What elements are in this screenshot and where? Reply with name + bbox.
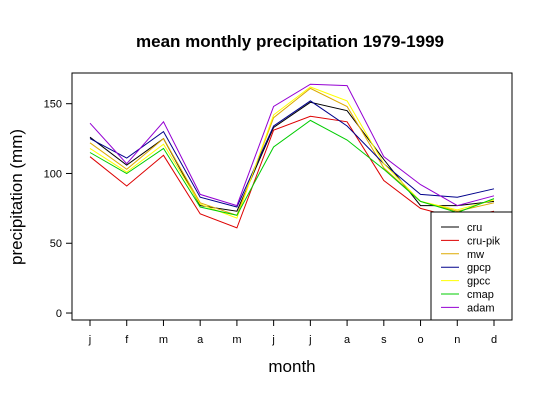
x-tick-label: s [381,334,387,346]
plot-area: j f m a m j j a s o n d 0 50 100 150 [44,83,497,346]
x-tick-label: j [308,334,311,346]
x-tick-label: o [417,334,423,346]
x-tick-label: n [454,334,460,346]
x-tick-label: j [271,334,274,346]
series-line-cru-pik [89,115,495,229]
x-tick-label: f [125,334,129,346]
x-tick-label: m [159,334,168,346]
series-line-gpcp [89,100,495,208]
legend-label-mw: mw [467,249,484,261]
x-tick-label: a [197,334,204,346]
x-tick-label: m [232,334,241,346]
series-line-gpcc [89,86,495,219]
series-line-cru [89,101,495,212]
chart-title: mean monthly precipitation 1979-1999 [136,32,444,51]
x-axis-label: month [268,357,315,376]
x-tick-label: a [344,334,351,346]
legend-label-cru: cru [467,222,482,234]
series-line-mw [89,87,495,216]
legend-box [430,211,513,321]
legend-label-adam: adam [467,302,495,314]
y-tick-label: 50 [50,238,62,250]
series-line-adam [89,83,495,207]
x-tick-label: d [491,334,497,346]
y-axis-label: precipitation (mm) [7,129,26,265]
legend-label-gpcp: gpcp [467,262,491,274]
y-tick-label: 150 [44,99,62,111]
x-tick-label: j [88,334,91,346]
plot-frame [71,72,513,321]
legend-label-cru-pik: cru-pik [467,235,501,247]
legend-label-gpcc: gpcc [467,276,491,288]
y-tick-label: 0 [56,308,62,320]
y-tick-label: 100 [44,168,62,180]
series-line-cmap [89,119,495,216]
legend-label-cmap: cmap [467,289,494,301]
